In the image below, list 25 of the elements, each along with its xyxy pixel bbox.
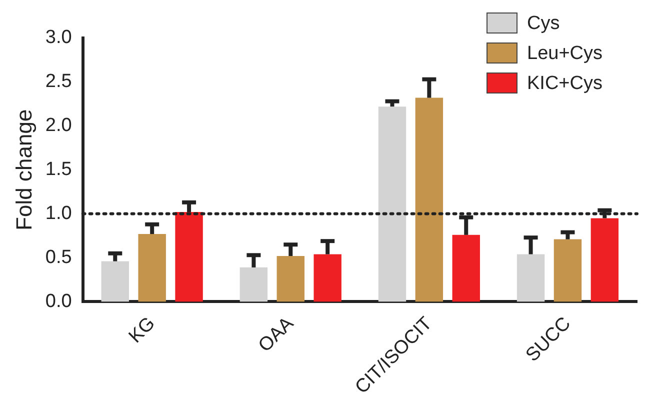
x-tick-label: KG — [125, 313, 160, 348]
bar — [175, 212, 203, 302]
bar — [554, 239, 582, 302]
legend-label: Leu+Cys — [527, 43, 603, 64]
bar — [101, 261, 129, 302]
bar — [452, 234, 480, 302]
y-axis-title: Fold change — [11, 109, 36, 230]
legend-label: KIC+Cys — [527, 73, 602, 94]
bar — [138, 234, 166, 302]
bar — [240, 267, 268, 302]
bar — [276, 256, 304, 302]
x-tick-label: OAA — [254, 312, 298, 356]
bar — [516, 254, 545, 302]
bar — [415, 98, 444, 302]
y-tick-label: 1.0 — [45, 203, 72, 224]
bar — [314, 254, 342, 302]
y-tick-label: 2.5 — [45, 71, 72, 92]
y-tick-label: 3.0 — [45, 27, 72, 48]
y-tick-label: 2.0 — [45, 115, 72, 136]
y-tick-label: 0.5 — [45, 247, 72, 268]
bar — [590, 218, 619, 302]
y-tick-label: 0.0 — [45, 290, 72, 312]
legend-label: Cys — [527, 13, 560, 34]
bar — [378, 106, 406, 302]
y-tick-label: 1.5 — [45, 159, 72, 180]
